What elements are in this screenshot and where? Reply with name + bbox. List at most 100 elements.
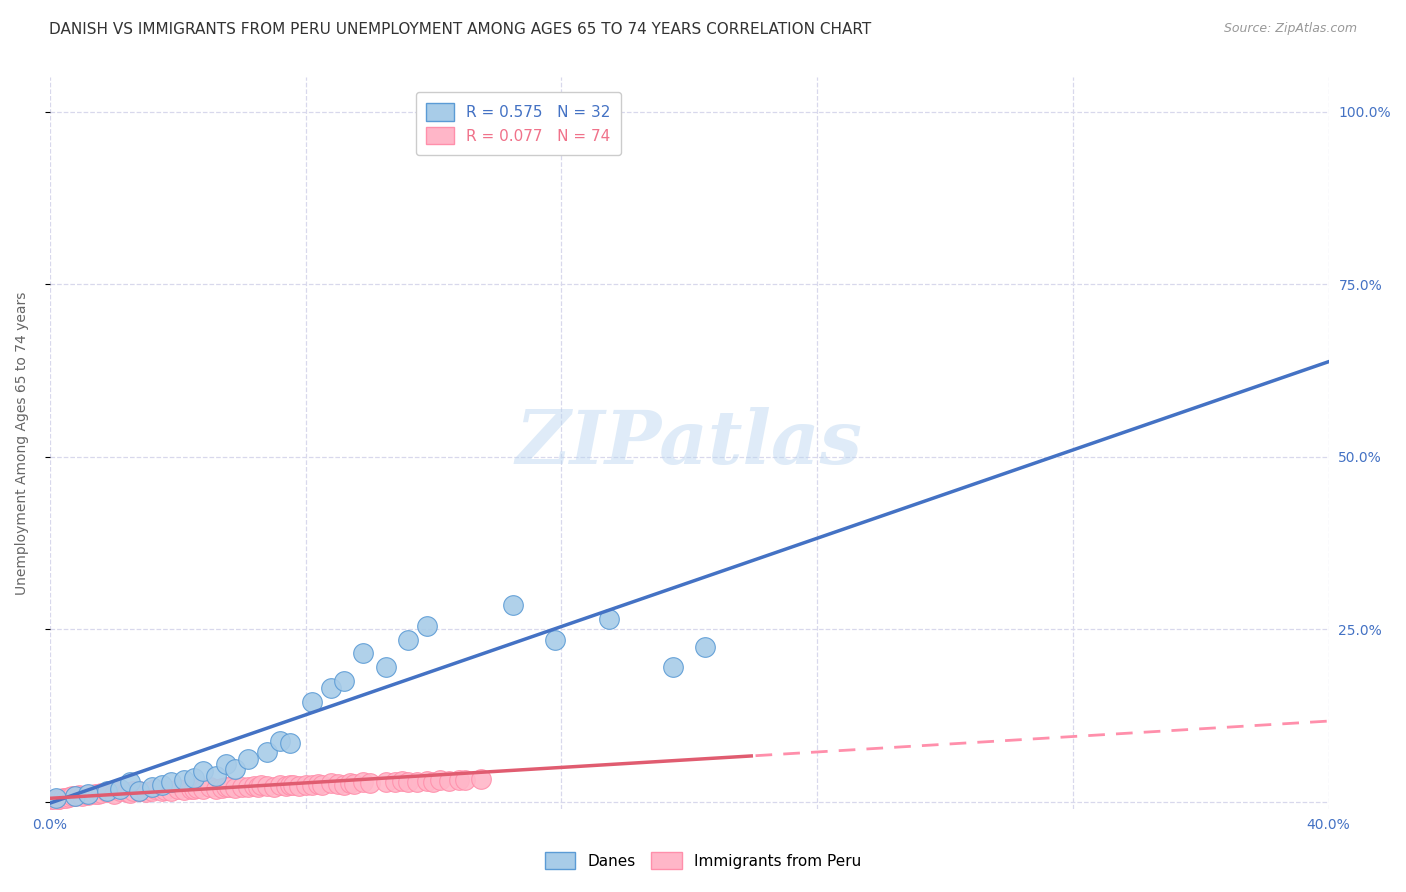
Point bbox=[352, 647, 374, 661]
Point bbox=[342, 777, 364, 791]
Point bbox=[406, 775, 429, 789]
Point bbox=[236, 752, 259, 766]
Point bbox=[143, 782, 166, 797]
Legend: Danes, Immigrants from Peru: Danes, Immigrants from Peru bbox=[538, 846, 868, 875]
Point bbox=[396, 632, 419, 647]
Point bbox=[236, 780, 259, 795]
Point bbox=[224, 780, 246, 795]
Point bbox=[281, 778, 304, 792]
Point bbox=[224, 762, 246, 776]
Point bbox=[288, 779, 311, 793]
Point bbox=[198, 780, 221, 795]
Point bbox=[333, 778, 356, 792]
Point bbox=[598, 612, 620, 626]
Point bbox=[422, 774, 444, 789]
Point bbox=[231, 780, 253, 794]
Point bbox=[77, 788, 100, 802]
Point bbox=[48, 792, 70, 806]
Point bbox=[276, 779, 298, 793]
Point bbox=[447, 772, 470, 787]
Point bbox=[352, 775, 374, 789]
Point bbox=[87, 787, 110, 801]
Point bbox=[60, 789, 83, 804]
Point bbox=[321, 681, 343, 695]
Point bbox=[278, 778, 301, 792]
Point bbox=[269, 778, 291, 792]
Point bbox=[122, 783, 145, 797]
Point bbox=[183, 782, 205, 797]
Point bbox=[250, 778, 273, 792]
Point bbox=[42, 793, 65, 807]
Point bbox=[135, 785, 157, 799]
Point bbox=[108, 782, 131, 797]
Point bbox=[429, 773, 451, 788]
Point bbox=[333, 674, 356, 689]
Point bbox=[96, 785, 118, 799]
Point bbox=[193, 764, 215, 778]
Point bbox=[246, 780, 269, 794]
Point bbox=[150, 778, 173, 792]
Point bbox=[65, 789, 87, 804]
Point bbox=[454, 773, 477, 788]
Point bbox=[67, 788, 90, 802]
Point bbox=[186, 780, 208, 795]
Point bbox=[439, 774, 461, 789]
Point bbox=[396, 774, 419, 789]
Point bbox=[384, 775, 406, 789]
Point bbox=[115, 785, 138, 799]
Point bbox=[243, 779, 266, 793]
Point bbox=[470, 772, 492, 786]
Point bbox=[103, 787, 125, 801]
Point bbox=[193, 781, 215, 796]
Y-axis label: Unemployment Among Ages 65 to 74 years: Unemployment Among Ages 65 to 74 years bbox=[15, 292, 30, 595]
Point bbox=[416, 619, 439, 633]
Point bbox=[502, 598, 524, 612]
Point bbox=[77, 787, 100, 801]
Point bbox=[359, 776, 381, 790]
Point bbox=[179, 781, 201, 796]
Text: Source: ZipAtlas.com: Source: ZipAtlas.com bbox=[1223, 22, 1357, 36]
Point bbox=[374, 660, 396, 674]
Point bbox=[695, 640, 717, 654]
Point bbox=[263, 780, 285, 794]
Point bbox=[45, 793, 67, 807]
Legend: R = 0.575   N = 32, R = 0.077   N = 74: R = 0.575 N = 32, R = 0.077 N = 74 bbox=[416, 93, 621, 155]
Point bbox=[128, 784, 150, 798]
Point bbox=[83, 787, 105, 801]
Point bbox=[662, 660, 685, 674]
Point bbox=[183, 771, 205, 785]
Point bbox=[269, 734, 291, 748]
Point bbox=[307, 777, 329, 791]
Point bbox=[128, 784, 150, 798]
Point bbox=[215, 780, 238, 794]
Point bbox=[301, 695, 323, 709]
Text: ZIPatlas: ZIPatlas bbox=[516, 407, 863, 479]
Point bbox=[211, 780, 233, 795]
Point bbox=[256, 745, 278, 759]
Point bbox=[166, 782, 188, 797]
Point bbox=[141, 783, 163, 797]
Point bbox=[218, 780, 240, 795]
Point bbox=[294, 778, 316, 792]
Point bbox=[118, 786, 141, 800]
Point bbox=[173, 772, 195, 787]
Point bbox=[326, 777, 349, 791]
Point bbox=[108, 784, 131, 798]
Point bbox=[311, 778, 333, 792]
Point bbox=[55, 790, 77, 805]
Point bbox=[70, 789, 93, 804]
Point bbox=[391, 774, 413, 789]
Point bbox=[150, 784, 173, 798]
Point bbox=[278, 736, 301, 750]
Point bbox=[321, 776, 343, 790]
Point bbox=[205, 782, 228, 797]
Point bbox=[205, 768, 228, 782]
Point bbox=[65, 789, 87, 803]
Point bbox=[374, 774, 396, 789]
Point bbox=[90, 786, 112, 800]
Point bbox=[52, 791, 75, 805]
Text: DANISH VS IMMIGRANTS FROM PERU UNEMPLOYMENT AMONG AGES 65 TO 74 YEARS CORRELATIO: DANISH VS IMMIGRANTS FROM PERU UNEMPLOYM… bbox=[49, 22, 872, 37]
Point bbox=[544, 632, 567, 647]
Point bbox=[141, 780, 163, 794]
Point bbox=[96, 784, 118, 798]
